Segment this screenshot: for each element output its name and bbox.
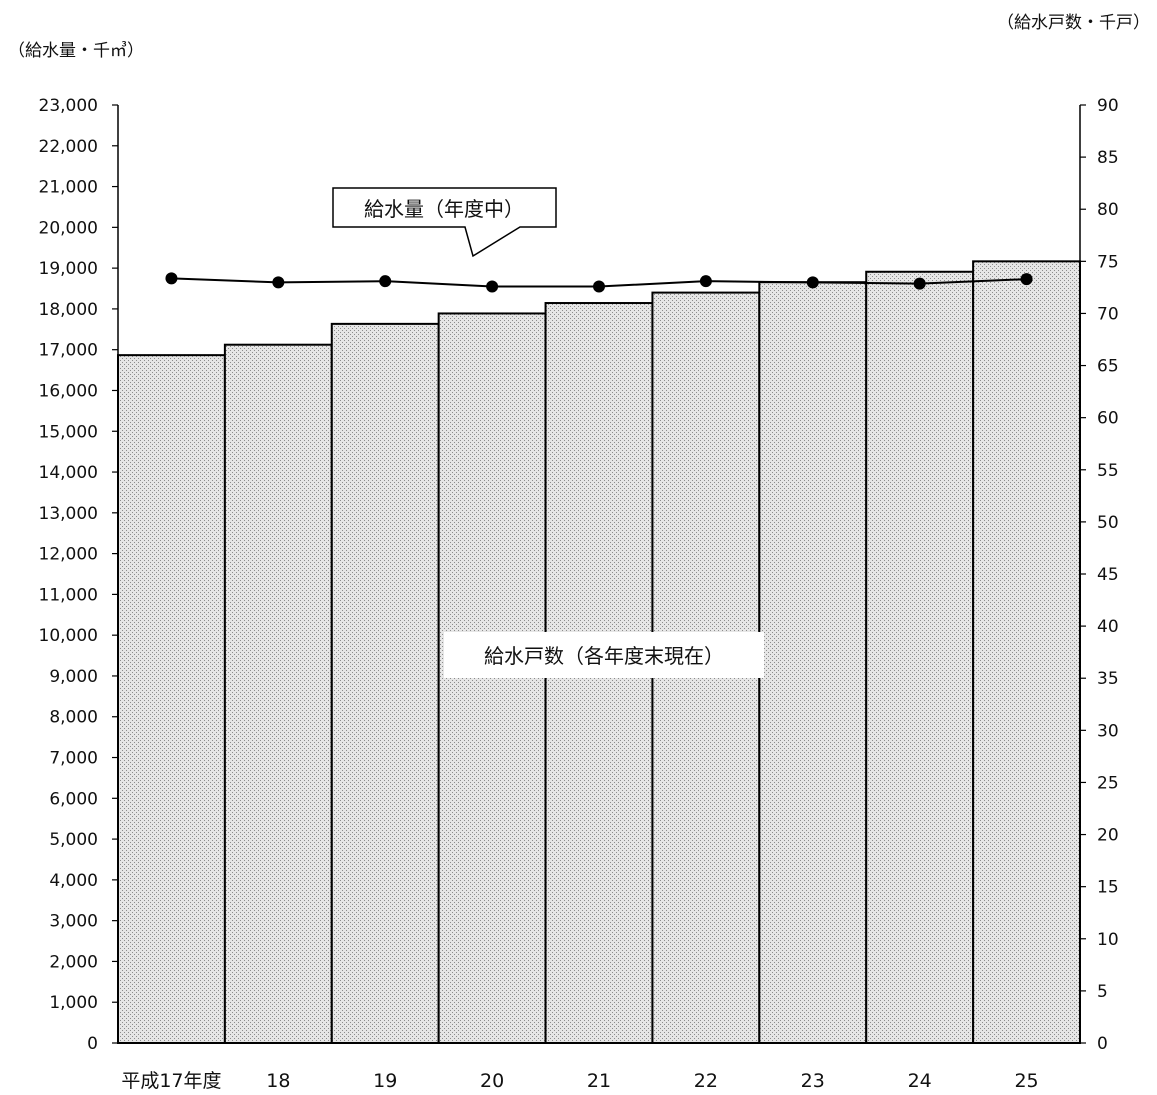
bar-8 bbox=[972, 260, 1081, 1045]
bar-3 bbox=[437, 312, 547, 1044]
x-tick-label-6: 23 bbox=[801, 1070, 825, 1092]
left-tick-label-11: 11,000 bbox=[39, 585, 98, 605]
bar-7 bbox=[865, 270, 975, 1044]
water-volume-point-4 bbox=[593, 280, 605, 293]
left-tick-label-22: 22,000 bbox=[39, 137, 98, 157]
left-tick-label-15: 15,000 bbox=[39, 422, 98, 442]
bar-series-callout: 給水戸数（各年度末現在） bbox=[444, 632, 764, 678]
households-bars bbox=[117, 260, 1081, 1045]
left-tick-label-14: 14,000 bbox=[39, 463, 98, 483]
left-tick-label-7: 7,000 bbox=[49, 749, 98, 769]
right-axis: 0 5 10 15 20 25 30 35 40 45 50 55 60 65 70 75 80 85 90 bbox=[1079, 96, 1119, 1054]
right-tick-label-14: 70 bbox=[1097, 304, 1119, 324]
water-volume-point-8 bbox=[1020, 273, 1033, 286]
x-tick-label-4: 21 bbox=[587, 1070, 611, 1092]
x-tick-label-1: 18 bbox=[266, 1070, 290, 1092]
right-tick-label-2: 10 bbox=[1097, 930, 1119, 950]
bar-2 bbox=[330, 322, 440, 1045]
left-tick-label-20: 20,000 bbox=[39, 218, 98, 238]
left-tick-label-2: 2,000 bbox=[49, 952, 98, 972]
right-tick-label-18: 90 bbox=[1097, 96, 1119, 116]
left-tick-label-13: 13,000 bbox=[39, 504, 98, 524]
right-tick-label-16: 80 bbox=[1097, 200, 1119, 220]
water-volume-point-7 bbox=[913, 277, 926, 290]
x-tick-label-0: 平成17年度 bbox=[121, 1070, 221, 1092]
left-tick-label-8: 8,000 bbox=[49, 708, 98, 728]
water-volume-point-2 bbox=[379, 275, 392, 288]
left-tick-label-23: 23,000 bbox=[39, 96, 98, 116]
left-tick-label-1: 1,000 bbox=[49, 993, 98, 1013]
left-tick-label-6: 6,000 bbox=[49, 789, 98, 809]
right-tick-label-10: 50 bbox=[1097, 513, 1119, 533]
water-volume-point-6 bbox=[806, 276, 819, 289]
right-axis-unit-label: （給水戸数・千戸） bbox=[997, 13, 1150, 33]
left-tick-label-12: 12,000 bbox=[39, 545, 98, 565]
left-axis-unit-label: （給水量・千㎥） bbox=[8, 41, 144, 61]
right-tick-label-17: 85 bbox=[1097, 148, 1119, 168]
left-tick-label-5: 5,000 bbox=[49, 830, 98, 850]
x-tick-label-8: 25 bbox=[1014, 1070, 1038, 1092]
right-tick-label-5: 25 bbox=[1097, 773, 1119, 793]
right-tick-label-7: 35 bbox=[1097, 669, 1119, 689]
x-tick-label-7: 24 bbox=[908, 1070, 932, 1092]
right-tick-label-15: 75 bbox=[1097, 252, 1119, 272]
left-tick-label-4: 4,000 bbox=[49, 871, 98, 891]
right-tick-label-0: 0 bbox=[1097, 1034, 1108, 1054]
left-tick-label-10: 10,000 bbox=[39, 626, 98, 646]
right-tick-label-6: 30 bbox=[1097, 721, 1119, 741]
left-tick-label-21: 21,000 bbox=[39, 178, 98, 198]
left-tick-label-18: 18,000 bbox=[39, 300, 98, 320]
right-tick-label-9: 45 bbox=[1097, 565, 1119, 585]
left-tick-label-17: 17,000 bbox=[39, 341, 98, 361]
x-tick-label-5: 22 bbox=[694, 1070, 718, 1092]
x-axis: 平成17年度 18 19 20 21 22 23 24 25 bbox=[118, 1042, 1080, 1092]
right-tick-label-8: 40 bbox=[1097, 617, 1119, 637]
left-tick-label-3: 3,000 bbox=[49, 912, 98, 932]
line-series-label: 給水量（年度中） bbox=[364, 197, 524, 221]
water-volume-point-1 bbox=[272, 276, 285, 289]
bar-6 bbox=[758, 281, 868, 1044]
left-tick-label-19: 19,000 bbox=[39, 259, 98, 279]
water-volume-point-5 bbox=[699, 275, 712, 288]
right-tick-label-4: 20 bbox=[1097, 826, 1119, 846]
right-tick-label-3: 15 bbox=[1097, 878, 1119, 898]
right-tick-label-1: 5 bbox=[1097, 982, 1108, 1002]
line-series-callout: 給水量（年度中） bbox=[332, 187, 557, 258]
right-tick-label-12: 60 bbox=[1097, 409, 1119, 429]
left-tick-label-16: 16,000 bbox=[39, 381, 98, 401]
right-tick-label-13: 65 bbox=[1097, 357, 1119, 377]
water-volume-point-0 bbox=[165, 272, 178, 285]
bar-0 bbox=[117, 354, 226, 1044]
right-tick-label-11: 55 bbox=[1097, 461, 1119, 481]
bar-series-label: 給水戸数（各年度末現在） bbox=[484, 644, 724, 668]
left-axis: 0 1,000 2,000 3,000 4,000 5,000 6,000 7,000 8,00… bbox=[39, 96, 119, 1054]
left-tick-label-9: 9,000 bbox=[49, 667, 98, 687]
bar-1 bbox=[223, 343, 333, 1044]
left-tick-label-0: 0 bbox=[87, 1034, 98, 1054]
x-tick-label-3: 20 bbox=[480, 1070, 504, 1092]
x-tick-label-2: 19 bbox=[373, 1070, 397, 1092]
water-volume-point-3 bbox=[486, 280, 499, 293]
water-volume-line bbox=[165, 272, 1033, 293]
